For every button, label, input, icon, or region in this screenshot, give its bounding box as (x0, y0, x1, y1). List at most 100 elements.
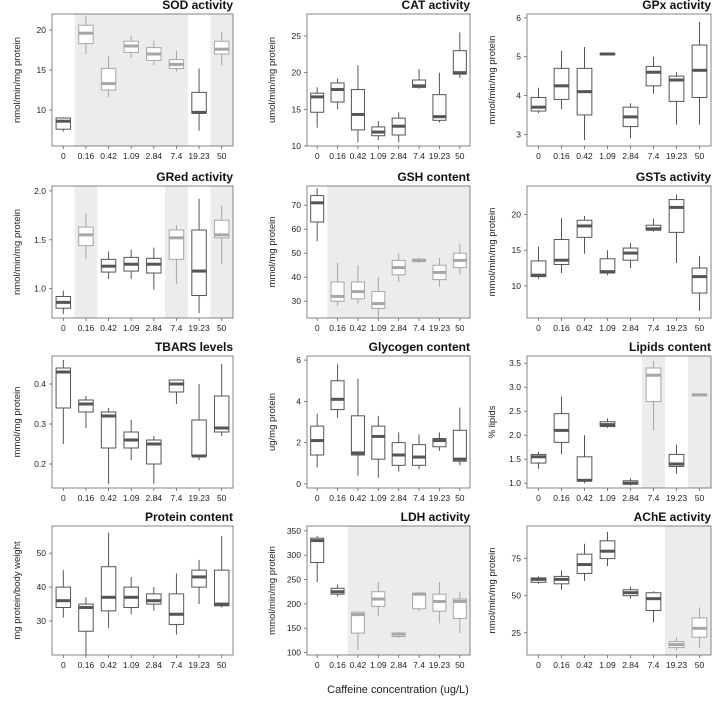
x-tick-label: 0.42 (100, 660, 117, 670)
gpx-activity-y-axis-label: mmol/min/mg protein (487, 36, 498, 125)
box-7.4 (645, 591, 662, 623)
x-tick-label: 0.42 (100, 323, 117, 333)
y-tick-label: 50 (512, 591, 522, 601)
y-tick-label: 40 (37, 582, 47, 592)
box-1.09 (371, 277, 386, 318)
box-0 (530, 246, 547, 279)
x-tick-label: 1.09 (123, 151, 140, 161)
box-iqr (645, 65, 662, 87)
y-tick-label: 1.0 (34, 284, 46, 294)
box-19.23 (432, 258, 447, 287)
x-tick-label: 0.42 (350, 493, 367, 503)
y-tick-label: 250 (287, 575, 301, 585)
box-iqr (310, 195, 325, 223)
box-19.23 (668, 444, 685, 474)
tbars-levels-title: TBARS levels (155, 340, 233, 354)
gpx-activity-panel: GPx activity mmol/min/mg protein 3 4 5 6 0 0.16… (487, 0, 712, 161)
plot-frame (51, 525, 234, 656)
x-tick-label: 0.16 (553, 323, 570, 333)
x-tick-label: 0.16 (553, 660, 570, 670)
x-tick-label: 7.4 (648, 151, 660, 161)
ldh-activity-title: LDH activity (401, 510, 471, 524)
box-0.42 (100, 532, 117, 628)
x-tick-label: 0.16 (329, 323, 346, 333)
plot-frame (306, 355, 471, 489)
box-iqr (78, 399, 94, 413)
shaded-region (327, 186, 470, 318)
x-tick-label: 0.16 (78, 493, 95, 503)
y-tick-label: 2.5 (509, 406, 521, 416)
box-19.23 (191, 384, 207, 460)
y-tick-label: 10 (37, 105, 47, 115)
sod-activity-panel: SOD activity nmol/min/mg protein 10 15 20 0 0.… (12, 0, 234, 161)
box-7.4 (168, 50, 185, 72)
shaded-region (347, 526, 470, 655)
y-tick-label: 150 (287, 623, 301, 633)
box-50 (452, 243, 467, 275)
x-tick-label: 7.4 (171, 323, 183, 333)
box-19.23 (432, 581, 447, 624)
box-0.16 (330, 364, 345, 418)
box-0.42 (100, 55, 117, 98)
box-1.09 (123, 420, 139, 460)
plot-frame (51, 185, 234, 319)
box-1.09 (371, 415, 386, 478)
x-tick-label: 19.23 (666, 323, 688, 333)
x-tick-label: 19.23 (188, 151, 210, 161)
gsts-activity-title: GSTs activity (636, 170, 711, 184)
x-tick-label: 1.09 (123, 660, 140, 670)
box-0 (530, 576, 547, 584)
box-19.23 (668, 72, 685, 125)
box-0.16 (78, 396, 94, 428)
box-iqr (553, 67, 570, 100)
x-tick-label: 50 (695, 323, 705, 333)
glycogen-content-y-axis-label: ug/mg protein (267, 393, 278, 451)
lipids-content-title: Lipids content (629, 340, 711, 354)
y-tick-label: 70 (292, 200, 302, 210)
x-tick-label: 7.4 (648, 493, 660, 503)
box-2.84 (391, 432, 406, 472)
x-tick-label: 1.09 (370, 151, 387, 161)
y-tick-label: 6 (516, 13, 521, 23)
box-0.16 (553, 50, 570, 110)
x-tick-label: 2.84 (146, 323, 163, 333)
box-iqr (452, 429, 467, 462)
box-0.42 (576, 435, 593, 484)
x-tick-label: 0.16 (329, 151, 346, 161)
y-tick-label: 10 (512, 281, 522, 291)
x-tick-label: 50 (695, 493, 705, 503)
box-iqr (668, 75, 685, 102)
x-tick-label: 0.42 (100, 151, 117, 161)
x-tick-label: 7.4 (413, 493, 425, 503)
box-iqr (553, 413, 570, 443)
gsts-activity-panel: GSTs activity mmol/min/mg protein 10 15 20 0 0… (487, 170, 712, 333)
box-1.09 (371, 121, 386, 141)
box-iqr (100, 67, 117, 91)
y-tick-label: 25 (512, 628, 522, 638)
x-tick-label: 0.16 (329, 493, 346, 503)
plot-frame (306, 13, 471, 147)
box-0.42 (350, 378, 365, 476)
ache-activity-title: AChE activity (634, 510, 712, 524)
x-tick-label: 50 (695, 660, 705, 670)
box-7.4 (645, 360, 662, 431)
box-2.84 (391, 253, 406, 282)
box-0 (310, 188, 325, 242)
x-tick-label: 2.84 (622, 493, 639, 503)
box-iqr (371, 425, 386, 460)
box-0.16 (553, 396, 570, 455)
box-iqr (371, 291, 386, 309)
x-tick-label: 0 (61, 323, 66, 333)
x-tick-label: 1.09 (370, 323, 387, 333)
x-tick-label: 7.4 (648, 660, 660, 670)
box-iqr (691, 267, 708, 294)
x-tick-label: 19.23 (188, 660, 210, 670)
x-tick-label: 19.23 (429, 660, 451, 670)
box-7.4 (645, 56, 662, 94)
y-tick-label: 4 (516, 91, 521, 101)
box-0.42 (350, 611, 365, 651)
box-7.4 (168, 225, 185, 284)
box-iqr (78, 603, 94, 632)
box-iqr (553, 239, 570, 265)
